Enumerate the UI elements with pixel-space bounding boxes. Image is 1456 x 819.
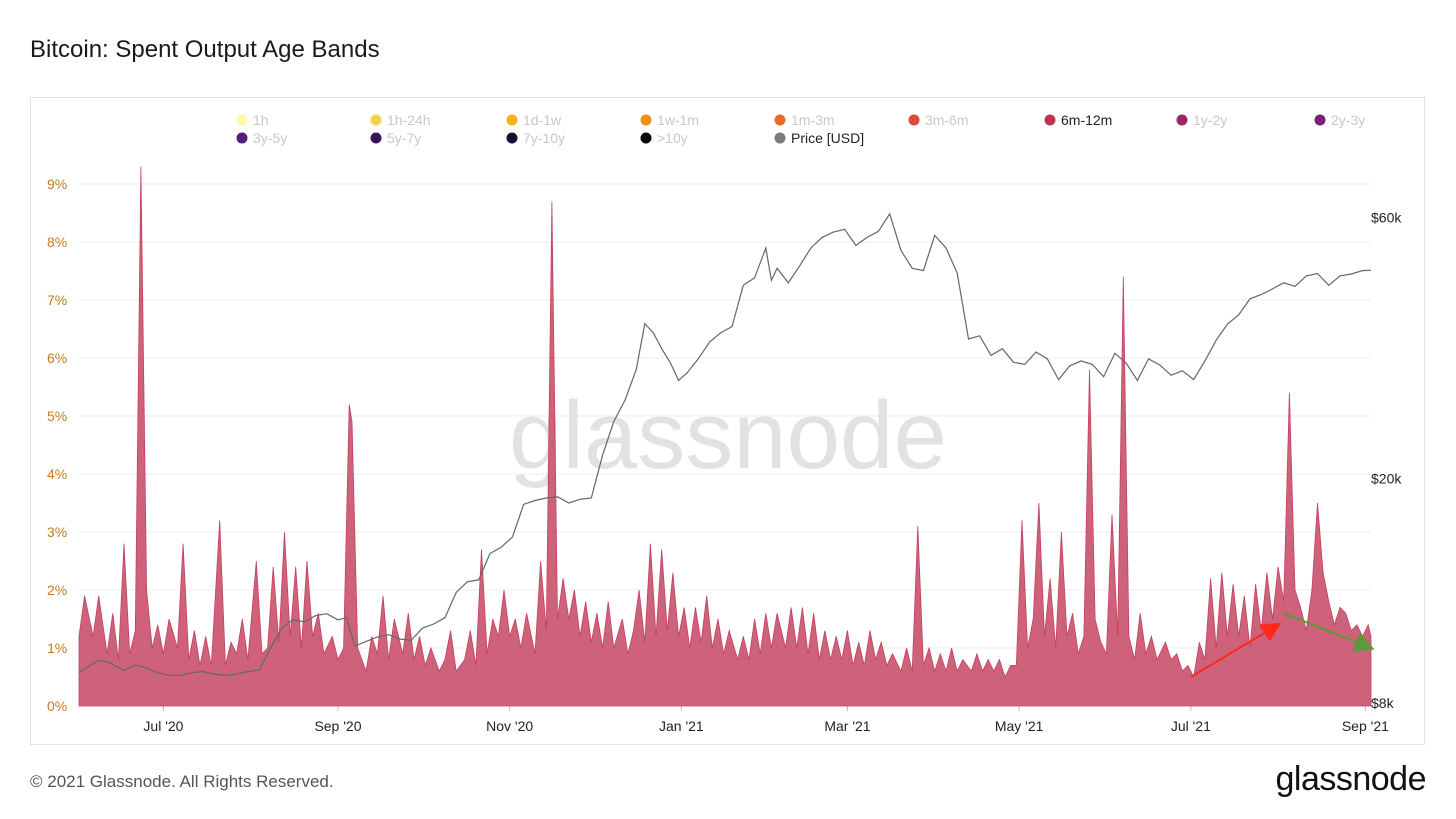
legend-label: >10y [657, 130, 688, 146]
x-axis-tick: Jul '21 [1171, 718, 1211, 734]
legend-label: 6m-12m [1061, 112, 1112, 128]
x-axis-tick: Jul '20 [143, 718, 183, 734]
x-axis-tick: May '21 [995, 718, 1044, 734]
left-axis-tick: 4% [47, 466, 67, 482]
legend-swatch [506, 114, 518, 126]
legend-swatch [774, 132, 786, 144]
left-axis-tick: 7% [47, 292, 67, 308]
copyright-footer: © 2021 Glassnode. All Rights Reserved. [30, 772, 334, 791]
x-axis-tick: Sep '20 [314, 718, 361, 734]
legend-swatch [236, 114, 248, 126]
right-axis-tick: $8k [1371, 695, 1395, 711]
legend-swatch [1176, 114, 1188, 126]
x-axis-tick: Nov '20 [486, 718, 533, 734]
left-axis-tick: 0% [47, 698, 67, 714]
x-axis-tick: Mar '21 [824, 718, 870, 734]
legend-swatch [908, 114, 920, 126]
legend-item-price-usd-[interactable]: Price [USD] [774, 130, 865, 146]
legend-swatch [506, 132, 518, 144]
series-6m-12m-area[interactable] [78, 166, 1372, 707]
left-axis-tick: 6% [47, 350, 67, 366]
legend-swatch [1314, 114, 1326, 126]
legend-item--10y[interactable]: >10y [640, 130, 688, 146]
legend-swatch [370, 114, 382, 126]
watermark: glassnode [509, 382, 947, 489]
legend-swatch [774, 114, 786, 126]
legend-item-1m-3m[interactable]: 1m-3m [774, 112, 835, 128]
legend-swatch [640, 114, 652, 126]
legend-label: 1d-1w [523, 112, 562, 128]
legend-label: 1h [253, 112, 269, 128]
legend-item-1h[interactable]: 1h [236, 112, 269, 128]
legend-item-2y-3y[interactable]: 2y-3y [1314, 112, 1366, 128]
legend-label: 2y-3y [1331, 112, 1365, 128]
legend-label: 5y-7y [387, 130, 421, 146]
legend-item-6m-12m[interactable]: 6m-12m [1044, 112, 1113, 128]
legend-item-7y-10y[interactable]: 7y-10y [506, 130, 566, 146]
chart-frame: 0% 1% 2% 3% 4% 5% 6% 7% 8% 9% $8k $20k $60k Jul '20 Se… [30, 97, 1425, 745]
left-axis-tick: 5% [47, 408, 67, 424]
legend-item-5y-7y[interactable]: 5y-7y [370, 130, 422, 146]
legend-item-1y-2y[interactable]: 1y-2y [1176, 112, 1228, 128]
chart-title: Bitcoin: Spent Output Age Bands [30, 36, 380, 63]
legend-label: 1w-1m [657, 112, 699, 128]
left-axis-tick: 9% [47, 176, 67, 192]
legend-label: 1y-2y [1193, 112, 1227, 128]
legend-label: 1m-3m [791, 112, 835, 128]
legend-label: 3y-5y [253, 130, 287, 146]
legend-item-1d-1w[interactable]: 1d-1w [506, 112, 563, 128]
legend-swatch [370, 132, 382, 144]
left-axis-tick: 3% [47, 524, 67, 540]
left-axis-tick: 2% [47, 582, 67, 598]
chart-canvas[interactable]: 0% 1% 2% 3% 4% 5% 6% 7% 8% 9% $8k $20k $60k Jul '20 Se… [31, 98, 1424, 744]
legend-item-3y-5y[interactable]: 3y-5y [236, 130, 288, 146]
red-arrow-annotation [1190, 622, 1282, 678]
right-axis-tick: $20k [1371, 470, 1402, 486]
green-arrow-annotation [1283, 612, 1375, 652]
legend-item-3m-6m[interactable]: 3m-6m [908, 112, 969, 128]
left-axis-tick: 8% [47, 234, 67, 250]
legend-label: Price [USD] [791, 130, 864, 146]
x-axis-tick: Jan '21 [659, 718, 704, 734]
left-axis-tick: 1% [47, 640, 67, 656]
series-price-line[interactable] [78, 212, 1372, 677]
legend-swatch [236, 132, 248, 144]
legend-item-1w-1m[interactable]: 1w-1m [640, 112, 700, 128]
glassnode-logo: glassnode [1275, 760, 1426, 798]
legend-item-1h-24h[interactable]: 1h-24h [370, 112, 431, 128]
legend-label: 1h-24h [387, 112, 431, 128]
x-axis-tick: Sep '21 [1342, 718, 1389, 734]
legend-label: 7y-10y [523, 130, 565, 146]
legend-swatch [1044, 114, 1056, 126]
right-axis-tick: $60k [1371, 209, 1402, 225]
legend-swatch [640, 132, 652, 144]
legend-label: 3m-6m [925, 112, 969, 128]
